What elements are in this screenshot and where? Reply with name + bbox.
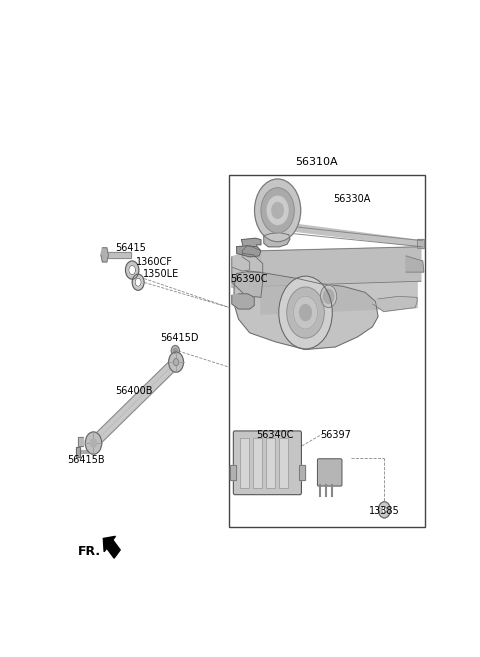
Text: 56310A: 56310A [295,158,338,168]
Bar [76,447,80,457]
Polygon shape [241,238,261,251]
Text: 56340C: 56340C [256,430,294,440]
Polygon shape [406,256,424,272]
Circle shape [261,188,294,233]
Circle shape [254,179,300,242]
Circle shape [91,439,96,447]
Circle shape [129,265,135,275]
Circle shape [132,274,144,290]
Circle shape [173,348,177,353]
Text: 56415: 56415 [115,243,146,254]
Circle shape [279,276,332,349]
Circle shape [293,296,318,329]
Circle shape [125,261,139,279]
Bar [108,252,131,258]
Circle shape [173,359,179,366]
Bar [417,239,424,248]
Circle shape [267,196,288,225]
Bar [266,438,275,487]
Circle shape [272,202,283,218]
Circle shape [324,289,334,304]
Text: 56330A: 56330A [334,194,371,204]
Text: 56415D: 56415D [160,333,199,344]
Text: 1350LE: 1350LE [143,269,179,279]
Bar [229,175,424,526]
Text: FR.: FR. [78,545,101,558]
Circle shape [85,432,102,454]
Polygon shape [237,246,261,257]
Circle shape [378,502,390,518]
Polygon shape [232,254,263,298]
Polygon shape [283,223,423,247]
Polygon shape [261,281,417,314]
Polygon shape [103,536,120,558]
Bar [417,239,424,248]
Bar [299,465,305,480]
Polygon shape [101,248,108,262]
Text: 56400B: 56400B [115,386,153,396]
Polygon shape [234,271,378,350]
Circle shape [135,278,141,286]
Text: 56390C: 56390C [230,274,268,284]
Circle shape [168,352,183,373]
Bar [253,438,262,487]
Polygon shape [264,233,290,247]
Text: 56415B: 56415B [67,455,105,464]
FancyBboxPatch shape [233,431,301,495]
Polygon shape [261,247,421,286]
Circle shape [171,346,180,357]
Polygon shape [91,357,179,448]
Polygon shape [78,437,83,445]
Bar [240,438,249,487]
Text: 56397: 56397 [321,430,351,440]
Polygon shape [232,257,250,271]
Polygon shape [242,245,261,272]
Text: 13385: 13385 [369,507,400,516]
Polygon shape [232,294,254,309]
Bar [299,465,305,480]
Polygon shape [372,296,417,311]
Bar [230,465,236,480]
Bar [108,252,131,258]
Text: 1360CF: 1360CF [136,257,173,267]
Circle shape [300,305,312,321]
Bar [76,447,80,457]
Polygon shape [232,276,253,294]
Circle shape [382,507,387,513]
Bar [279,438,288,487]
Bar [230,465,236,480]
FancyBboxPatch shape [317,459,342,486]
Circle shape [321,285,337,307]
Circle shape [287,287,324,338]
